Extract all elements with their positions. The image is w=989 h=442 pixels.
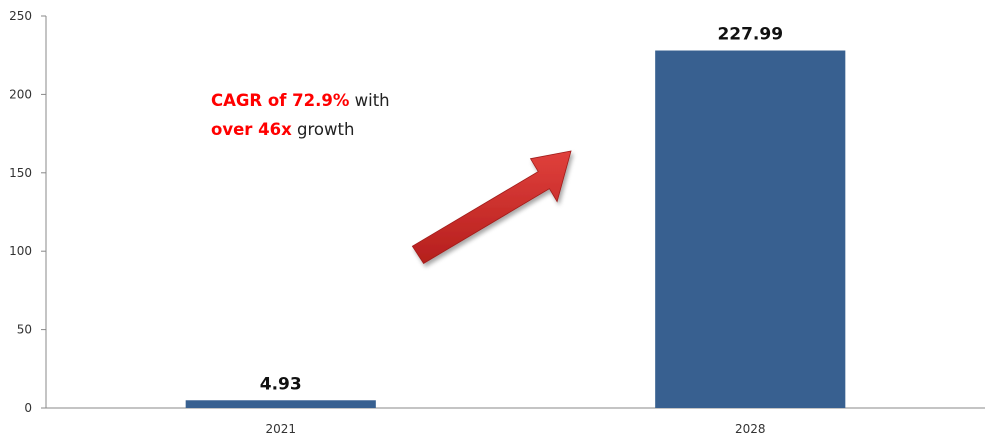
x-tick-label: 2028 xyxy=(735,422,766,436)
annotation-line-2-rest: growth xyxy=(291,120,355,139)
cagr-annotation: CAGR of 72.9% with over 46x growth xyxy=(211,86,390,144)
annotation-line-2: over 46x growth xyxy=(211,115,390,144)
bar-2028 xyxy=(655,50,846,408)
y-tick-label: 50 xyxy=(17,323,32,337)
y-tick-label: 100 xyxy=(9,244,32,258)
growth-highlight: over 46x xyxy=(211,120,292,139)
x-tick-label: 2021 xyxy=(265,422,296,436)
growth-arrow-icon xyxy=(411,150,572,264)
y-tick-label: 250 xyxy=(9,9,32,23)
y-tick-label: 200 xyxy=(9,87,32,101)
y-tick-label: 150 xyxy=(9,166,32,180)
annotation-line-1-rest: with xyxy=(349,91,390,110)
annotation-line-1: CAGR of 72.9% with xyxy=(211,86,390,115)
y-tick-label: 0 xyxy=(24,401,32,415)
bar-2021 xyxy=(185,400,376,408)
cagr-highlight: CAGR of 72.9% xyxy=(211,91,350,110)
data-label: 4.93 xyxy=(260,374,302,394)
data-label: 227.99 xyxy=(717,25,783,45)
